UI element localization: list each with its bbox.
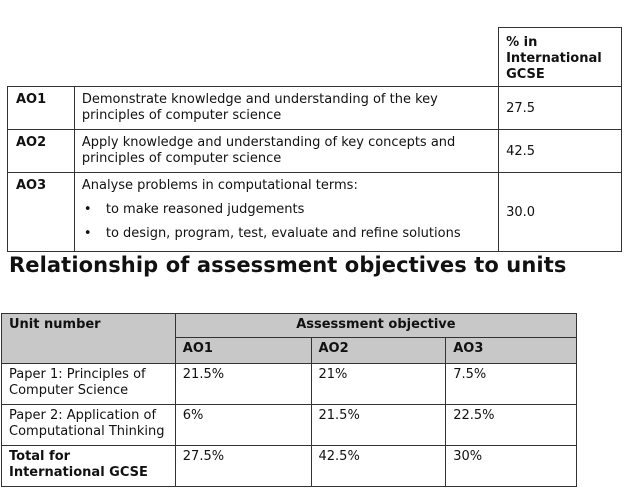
table-row: AO3 Analyse problems in computational te… xyxy=(7,172,622,252)
percent-header: % in International GCSE xyxy=(498,27,622,87)
table-header-row: Unit number Assessment objective xyxy=(1,313,578,364)
ao-code: AO1 xyxy=(7,86,75,130)
ao-value: 21% xyxy=(310,363,447,405)
table-row: Paper 1: Principles of Computer Science … xyxy=(1,363,577,405)
ao-description: Demonstrate knowledge and understanding … xyxy=(73,86,500,130)
ao-code: AO3 xyxy=(7,172,75,252)
unit-name: Total for International GCSE xyxy=(1,445,176,487)
empty-header-cell xyxy=(8,28,75,87)
ao-value: 21.5% xyxy=(310,404,447,446)
ao-value: 30% xyxy=(445,445,577,487)
table-subheader-row: AO1 AO2 AO3 xyxy=(2,337,577,364)
table-row: Paper 2: Application of Computational Th… xyxy=(1,404,577,446)
ao-percent: 30.0 xyxy=(498,172,622,252)
ao-column-header: AO1 xyxy=(174,337,312,364)
ao-description: Apply knowledge and understanding of key… xyxy=(73,129,500,173)
table-row: AO2 Apply knowledge and understanding of… xyxy=(7,129,622,173)
assessment-objectives-table: % in International GCSE AO1 Demonstrate … xyxy=(7,27,622,252)
bullet-list: to make reasoned judgements to design, p… xyxy=(82,198,491,246)
ao-column-header: AO2 xyxy=(310,337,447,364)
ao-value: 42.5% xyxy=(310,445,447,487)
units-table: Unit number Assessment objective AO1 AO2… xyxy=(1,313,578,487)
empty-header-cell xyxy=(74,28,498,87)
assessment-objective-header: Assessment objective xyxy=(174,313,578,338)
ao-value: 27.5% xyxy=(174,445,312,487)
unit-name: Paper 2: Application of Computational Th… xyxy=(1,404,176,446)
ao-description: Analyse problems in computational terms: xyxy=(81,178,358,193)
ao-percent: 42.5 xyxy=(498,129,622,173)
ao-value: 6% xyxy=(174,404,312,446)
ao-percent: 27.5 xyxy=(498,86,622,130)
ao-value: 21.5% xyxy=(174,363,312,405)
section-heading: Relationship of assessment objectives to… xyxy=(9,253,567,277)
ao-description-cell: Analyse problems in computational terms:… xyxy=(73,172,500,252)
table-row: Total for International GCSE 27.5% 42.5%… xyxy=(1,445,577,487)
ao-value: 7.5% xyxy=(445,363,577,405)
table-row: AO1 Demonstrate knowledge and understand… xyxy=(7,86,622,130)
ao-column-header: AO3 xyxy=(445,337,577,364)
list-item: to make reasoned judgements xyxy=(82,198,491,222)
ao-value: 22.5% xyxy=(445,404,577,446)
ao-code: AO2 xyxy=(7,129,75,173)
table-header-row: % in International GCSE xyxy=(8,27,622,87)
list-item: to design, program, test, evaluate and r… xyxy=(82,222,491,246)
unit-name: Paper 1: Principles of Computer Science xyxy=(1,363,176,405)
unit-number-header: Unit number xyxy=(1,313,176,364)
